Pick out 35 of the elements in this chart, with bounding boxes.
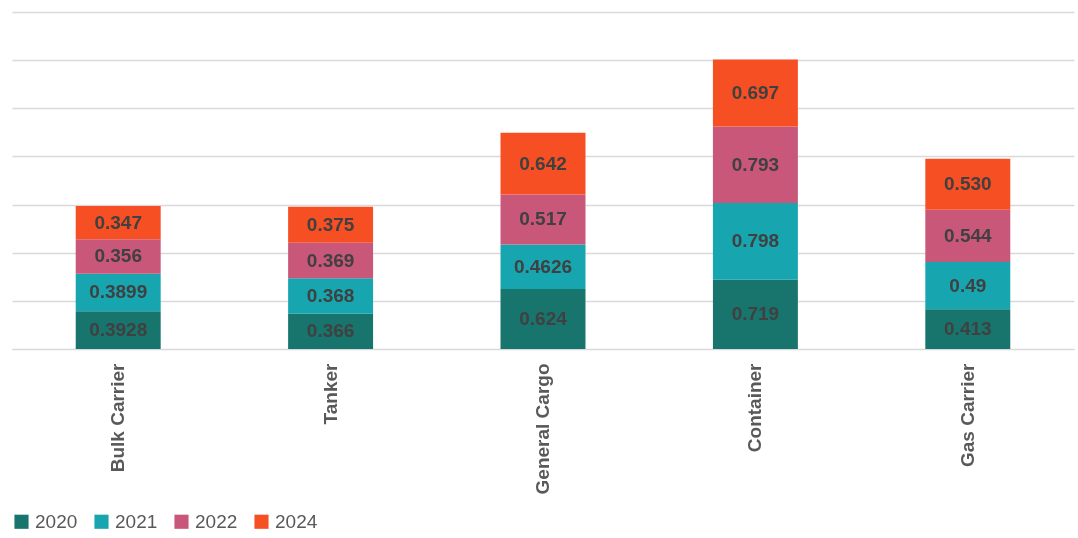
bar [925, 309, 1011, 349]
legend-label: 2022 [195, 510, 238, 532]
data-label: 0.375 [306, 213, 355, 235]
bar [925, 209, 1011, 263]
bar [712, 279, 798, 349]
data-label: 0.356 [94, 245, 142, 267]
bar [925, 262, 1011, 310]
bar [712, 59, 798, 127]
data-label: 0.798 [731, 230, 780, 252]
bar [500, 288, 586, 349]
data-label: 0.530 [944, 173, 992, 195]
x-tick-label: Bulk Carrier [107, 362, 129, 473]
data-label: 0.4626 [513, 255, 573, 277]
x-tick-label: Gas Carrier [956, 362, 978, 468]
x-tick-label: Tanker [319, 362, 341, 425]
data-label: 0.793 [731, 153, 780, 175]
bar [712, 202, 798, 280]
data-label: 0.347 [94, 211, 142, 233]
bar [500, 194, 586, 245]
legend-label: 2021 [115, 510, 158, 532]
data-label: 0.3899 [89, 281, 148, 303]
data-label: 0.517 [519, 208, 567, 230]
x-tick-label: Container [744, 362, 766, 453]
bar [500, 132, 586, 195]
data-label: 0.368 [306, 285, 355, 307]
data-label: 0.49 [949, 274, 987, 296]
bar [712, 126, 798, 203]
bar [925, 158, 1011, 210]
legend-label: 2020 [35, 510, 78, 532]
data-label: 0.544 [944, 224, 993, 246]
x-tick-label: General Cargo [532, 363, 553, 495]
data-label: 0.642 [519, 152, 567, 174]
data-label: 0.369 [306, 249, 355, 271]
legend-label: 2024 [275, 510, 318, 532]
data-label: 0.697 [731, 82, 780, 104]
